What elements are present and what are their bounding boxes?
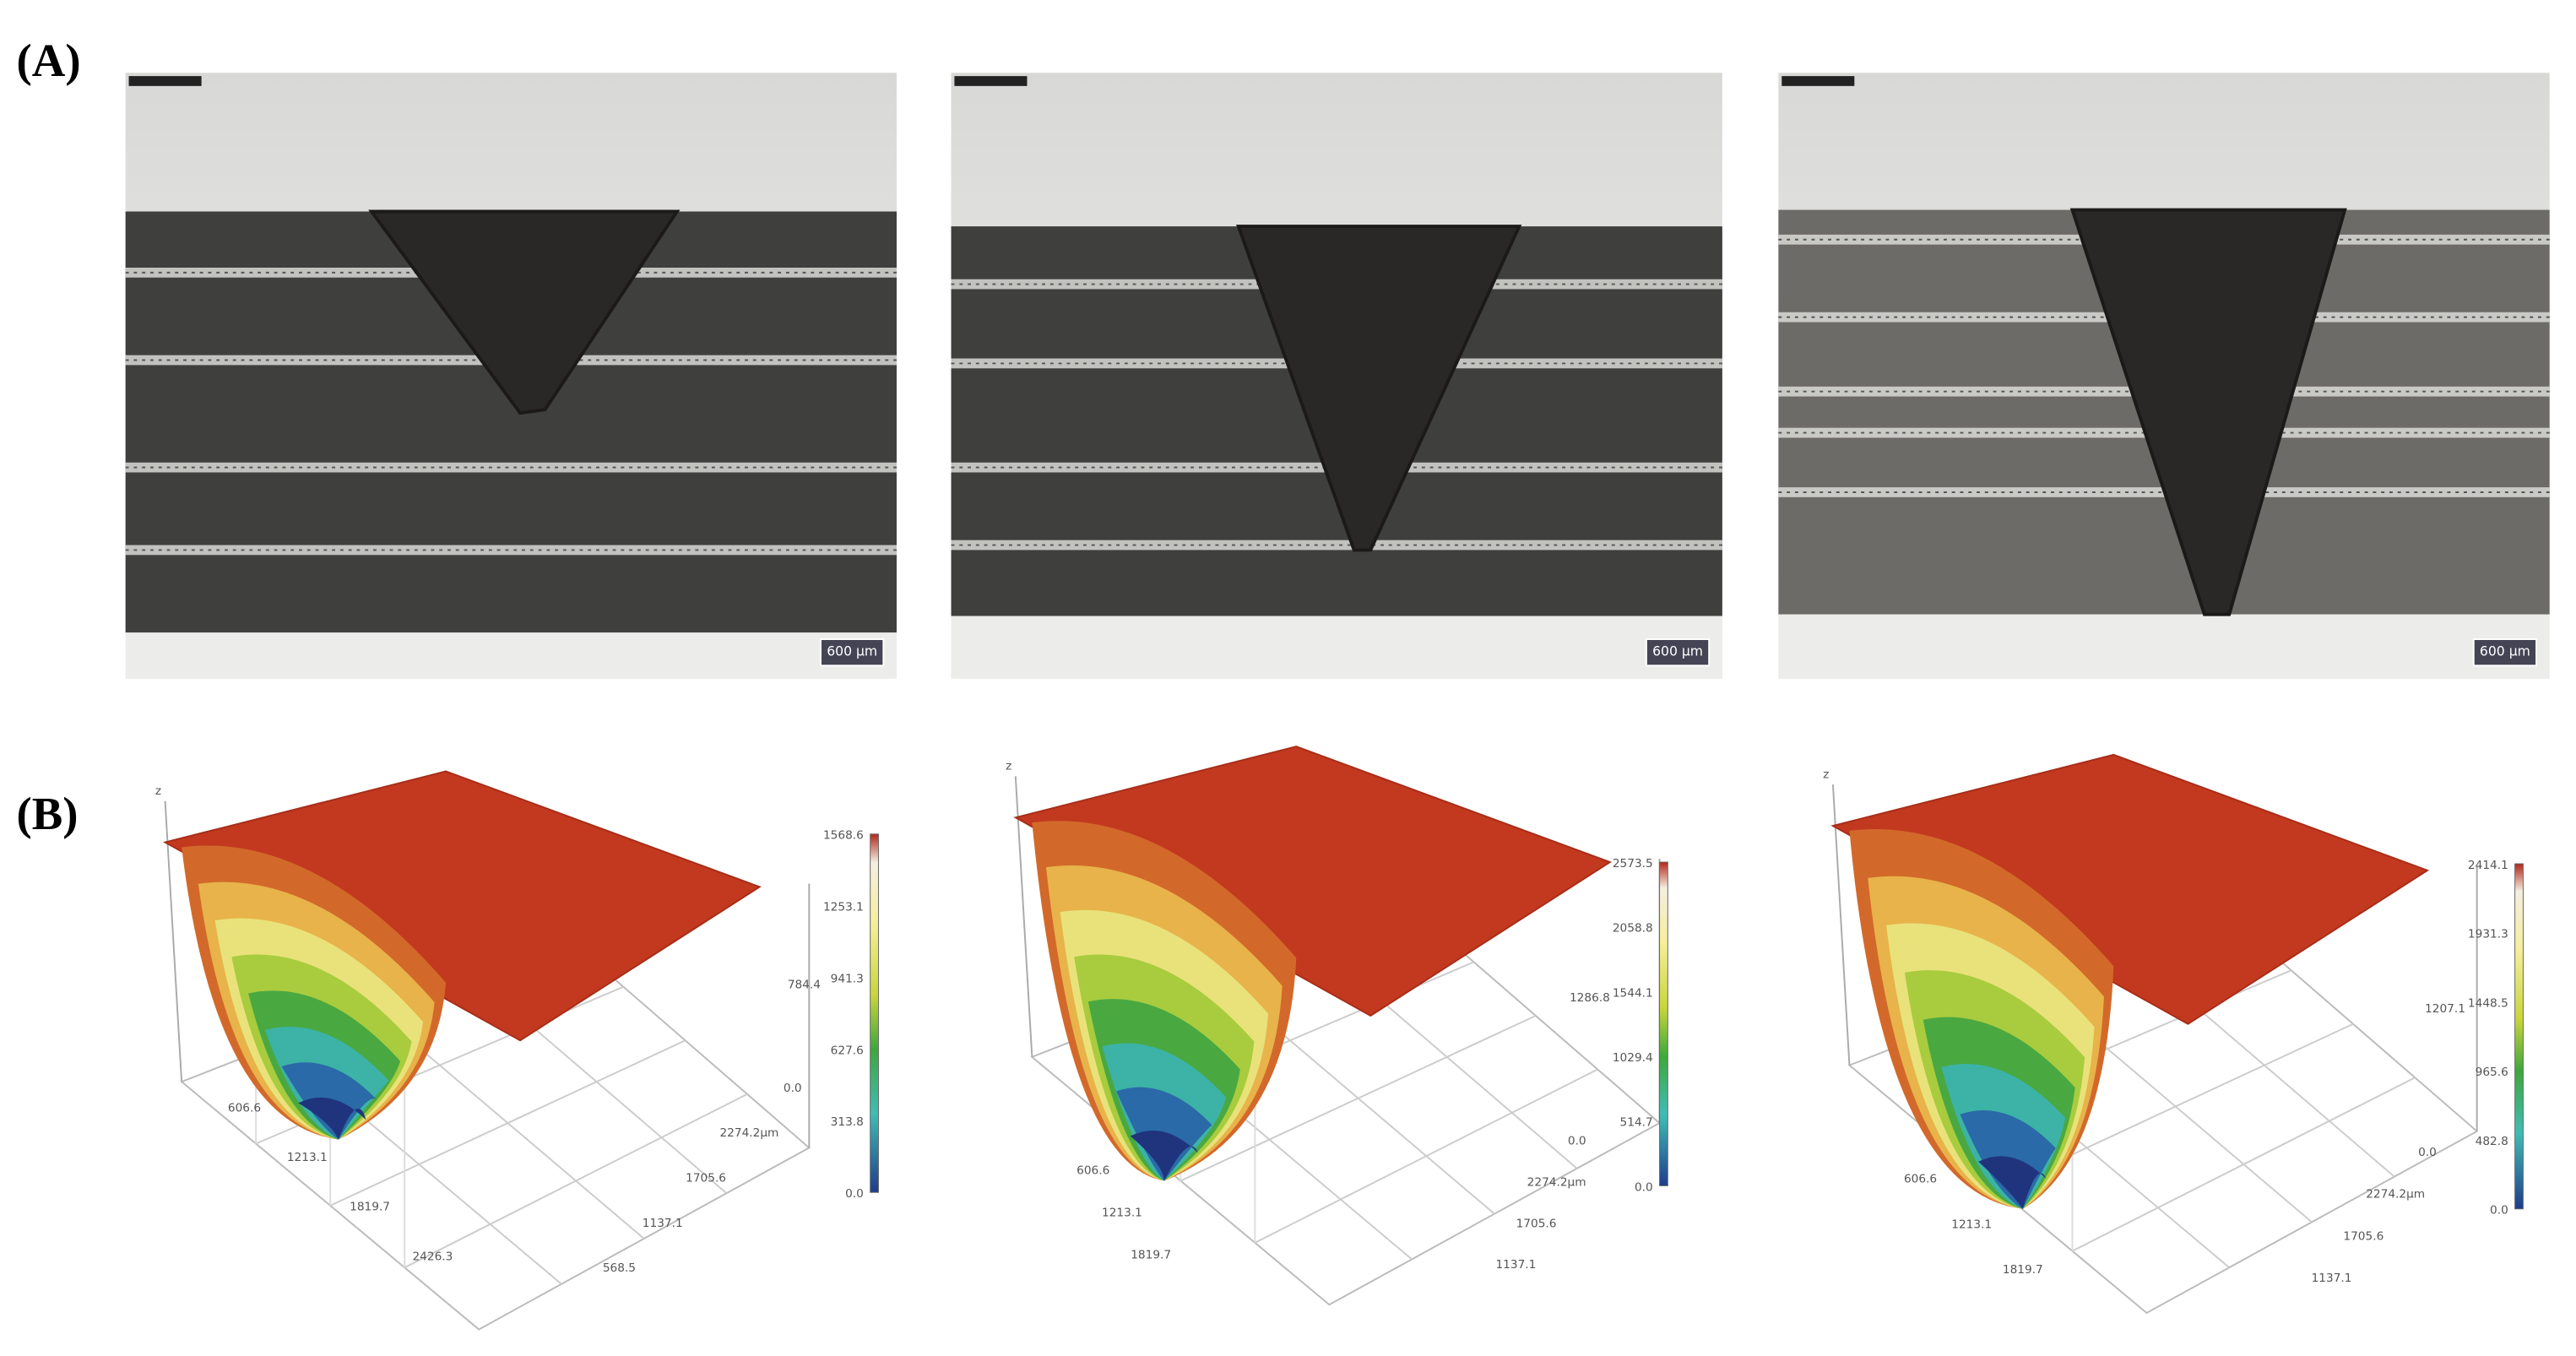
scale-bar-box <box>1645 638 1711 667</box>
colorbar-label: 941.3 <box>831 972 864 985</box>
axis-label: 1213.1 <box>1951 1218 1992 1231</box>
colorbar-label: 1568.6 <box>823 829 864 843</box>
surface-plot: z 2573.5 2058.8 1544.1 1029.4 514.7 0.0 1286.8 6… <box>1006 746 1668 1306</box>
depth-band <box>298 1097 366 1140</box>
grid-line <box>2072 1077 2416 1252</box>
axis-label: 1819.7 <box>2003 1263 2043 1277</box>
timestamp <box>128 76 202 86</box>
colorbar-label: 313.8 <box>831 1115 864 1129</box>
axis-label: 0.0 <box>784 1082 802 1095</box>
colorbar-label: 0.0 <box>2490 1204 2508 1218</box>
hole <box>368 209 681 415</box>
panel-label: (B) <box>17 788 79 839</box>
scale-bar-box <box>820 638 885 667</box>
colorbar-label: 0.0 <box>1635 1180 1653 1194</box>
colorbar-label: 965.6 <box>2476 1066 2508 1079</box>
axis <box>1014 776 1033 1057</box>
colorbar <box>870 833 879 1193</box>
axis-label: 1705.6 <box>686 1172 726 1185</box>
timestamp <box>954 76 1028 86</box>
scale-bar-label: 600 µm <box>2480 643 2530 659</box>
side-label: 1286.8 <box>1570 991 1610 1005</box>
axis-label: 0.0 <box>1568 1135 1586 1148</box>
axis-label: 2274.2µm <box>1527 1175 1586 1189</box>
axis-label: 1819.7 <box>350 1201 390 1214</box>
colorbar <box>1659 861 1668 1186</box>
colorbar-label: 1029.4 <box>1613 1051 1653 1065</box>
grid-line <box>404 1093 748 1269</box>
colorbar-label: 2058.8 <box>1613 922 1653 936</box>
hole <box>2069 208 2347 616</box>
colorbar-label: 627.6 <box>831 1044 864 1057</box>
axis-label: 606.6 <box>1076 1164 1109 1178</box>
bottom-band <box>1778 614 2550 679</box>
axis-label: 2274.2µm <box>719 1126 778 1140</box>
scale-bar-box <box>2472 638 2538 667</box>
axis-label: 606.6 <box>1904 1172 1937 1185</box>
fiber-layer <box>125 545 897 556</box>
z-label: z <box>1006 760 1011 773</box>
colorbar-label: 2414.1 <box>2468 859 2508 872</box>
axis-label: 1705.6 <box>1516 1217 1557 1230</box>
axis-label: 2426.3 <box>412 1250 453 1263</box>
bottom-band <box>125 632 897 679</box>
colorbar-label: 482.8 <box>2476 1135 2508 1148</box>
axis-label: 568.5 <box>603 1261 636 1275</box>
fiber-layer <box>125 462 897 473</box>
z-label: z <box>1823 767 1829 781</box>
depth-band <box>1130 1131 1198 1181</box>
panel-label: (A) <box>17 35 81 86</box>
colorbar-label: 1544.1 <box>1613 986 1653 1000</box>
side-label: 1207.1 <box>2425 1002 2465 1016</box>
z-label: z <box>155 784 161 798</box>
depth-band <box>1978 1156 2047 1209</box>
bottom-band <box>951 616 1722 679</box>
colorbar-label: 1448.5 <box>2468 996 2508 1010</box>
axis-label: 1705.6 <box>2343 1229 2383 1243</box>
side-label: 784.4 <box>788 978 821 991</box>
axis-label: 1137.1 <box>2312 1272 2352 1285</box>
scale-bar-label: 600 µm <box>827 643 877 659</box>
colorbar-label: 2573.5 <box>1613 857 1653 871</box>
axis-label: 606.6 <box>228 1101 261 1115</box>
colorbar-label: 1931.3 <box>2468 928 2508 941</box>
axis-label: 1213.1 <box>1102 1207 1142 1220</box>
surface-plot: z 2414.1 1931.3 1448.5 965.6 482.8 0.0 1207.1 60… <box>1823 753 2524 1315</box>
fiber-layer <box>951 540 1722 551</box>
axis-label: 2274.2µm <box>2366 1188 2425 1201</box>
surface-plot: z 1568.6 1253.1 941.3 627.6 313.8 0.0 784.4 606.… <box>155 770 879 1331</box>
timestamp <box>1782 76 1855 86</box>
axis-label: 1213.1 <box>287 1151 328 1164</box>
colorbar <box>2514 863 2524 1210</box>
colorbar-label: 514.7 <box>1620 1116 1653 1130</box>
axis-label: 0.0 <box>2418 1146 2437 1159</box>
axis-label: 1137.1 <box>1495 1258 1536 1272</box>
colorbar-label: 0.0 <box>845 1187 864 1201</box>
colorbar-label: 1253.1 <box>823 901 864 914</box>
axis-label: 1137.1 <box>643 1217 683 1230</box>
axis <box>1831 784 1851 1066</box>
hole <box>1236 225 1522 552</box>
scale-bar-label: 600 µm <box>1652 643 1703 659</box>
axis-label: 1819.7 <box>1131 1248 1171 1261</box>
axis <box>164 800 183 1082</box>
grid-line <box>1254 1068 1598 1244</box>
